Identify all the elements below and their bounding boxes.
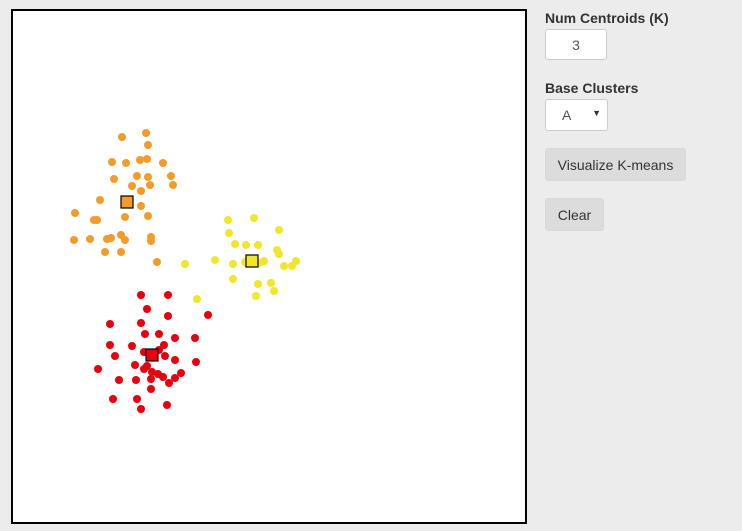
clear-button[interactable]: Clear: [545, 198, 604, 231]
data-point: [137, 405, 145, 413]
data-point: [275, 226, 283, 234]
data-point: [122, 159, 130, 167]
data-point: [181, 260, 189, 268]
data-point: [165, 379, 173, 387]
data-point: [115, 376, 123, 384]
data-point: [163, 401, 171, 409]
data-point: [146, 181, 154, 189]
data-point: [94, 365, 102, 373]
data-point: [191, 334, 199, 342]
data-point: [110, 175, 118, 183]
data-point: [128, 342, 136, 350]
data-point: [167, 172, 175, 180]
data-point: [71, 209, 79, 217]
data-point: [252, 292, 260, 300]
data-point: [106, 341, 114, 349]
scatter-plot: [70, 129, 300, 413]
data-point: [231, 240, 239, 248]
data-point: [106, 320, 114, 328]
data-point: [137, 187, 145, 195]
data-point: [177, 369, 185, 377]
data-point: [169, 181, 177, 189]
data-point: [159, 159, 167, 167]
base-clusters-label: Base Clusters: [545, 80, 639, 96]
data-point: [141, 330, 149, 338]
data-point: [137, 319, 145, 327]
data-point: [147, 385, 155, 393]
centroid-marker: [245, 254, 259, 268]
data-point: [96, 196, 104, 204]
data-point: [140, 365, 148, 373]
data-point: [250, 214, 258, 222]
data-point: [93, 216, 101, 224]
data-point: [101, 248, 109, 256]
base-clusters-value: A: [562, 107, 572, 123]
data-point: [107, 234, 115, 242]
data-point: [117, 248, 125, 256]
data-point: [160, 341, 168, 349]
data-point: [144, 141, 152, 149]
data-point: [147, 375, 155, 383]
data-point: [121, 236, 129, 244]
data-point: [211, 256, 219, 264]
data-point: [137, 291, 145, 299]
data-point: [229, 260, 237, 268]
data-point: [108, 158, 116, 166]
data-point: [192, 358, 200, 366]
data-point: [267, 279, 275, 287]
data-point: [111, 352, 119, 360]
data-point: [144, 212, 152, 220]
data-point: [142, 129, 150, 137]
data-point: [270, 287, 278, 295]
data-point: [224, 216, 232, 224]
centroid-marker: [120, 195, 134, 209]
data-point: [161, 352, 169, 360]
data-point: [132, 376, 140, 384]
data-point: [193, 295, 201, 303]
data-point: [164, 291, 172, 299]
data-point: [229, 275, 237, 283]
data-point: [171, 334, 179, 342]
data-point: [204, 311, 212, 319]
data-point: [147, 237, 155, 245]
data-point: [155, 330, 163, 338]
data-point: [254, 280, 262, 288]
data-point: [143, 305, 151, 313]
data-point: [70, 236, 78, 244]
data-point: [260, 257, 268, 265]
data-point: [159, 373, 167, 381]
centroid-marker: [145, 348, 159, 362]
base-clusters-select[interactable]: A ▼: [545, 99, 608, 131]
data-point: [144, 173, 152, 181]
data-point: [225, 229, 233, 237]
data-point: [153, 258, 161, 266]
kmeans-plot-canvas[interactable]: [11, 9, 527, 524]
data-point: [288, 262, 296, 270]
data-point: [171, 374, 179, 382]
data-point: [86, 235, 94, 243]
data-point: [121, 213, 129, 221]
data-point: [143, 155, 151, 163]
num-centroids-value: 3: [572, 36, 580, 53]
data-point: [128, 182, 136, 190]
data-point: [275, 250, 283, 258]
data-point: [171, 356, 179, 364]
data-point: [133, 395, 141, 403]
chevron-down-icon: ▼: [592, 108, 601, 118]
data-point: [164, 312, 172, 320]
data-point: [254, 241, 262, 249]
data-point: [109, 395, 117, 403]
data-point: [280, 262, 288, 270]
data-point: [118, 133, 126, 141]
data-point: [137, 202, 145, 210]
num-centroids-input[interactable]: 3: [545, 29, 607, 60]
data-point: [136, 156, 144, 164]
visualize-kmeans-button[interactable]: Visualize K-means: [545, 148, 686, 181]
data-point: [133, 172, 141, 180]
num-centroids-label: Num Centroids (K): [545, 10, 669, 26]
data-point: [242, 241, 250, 249]
data-point: [131, 361, 139, 369]
